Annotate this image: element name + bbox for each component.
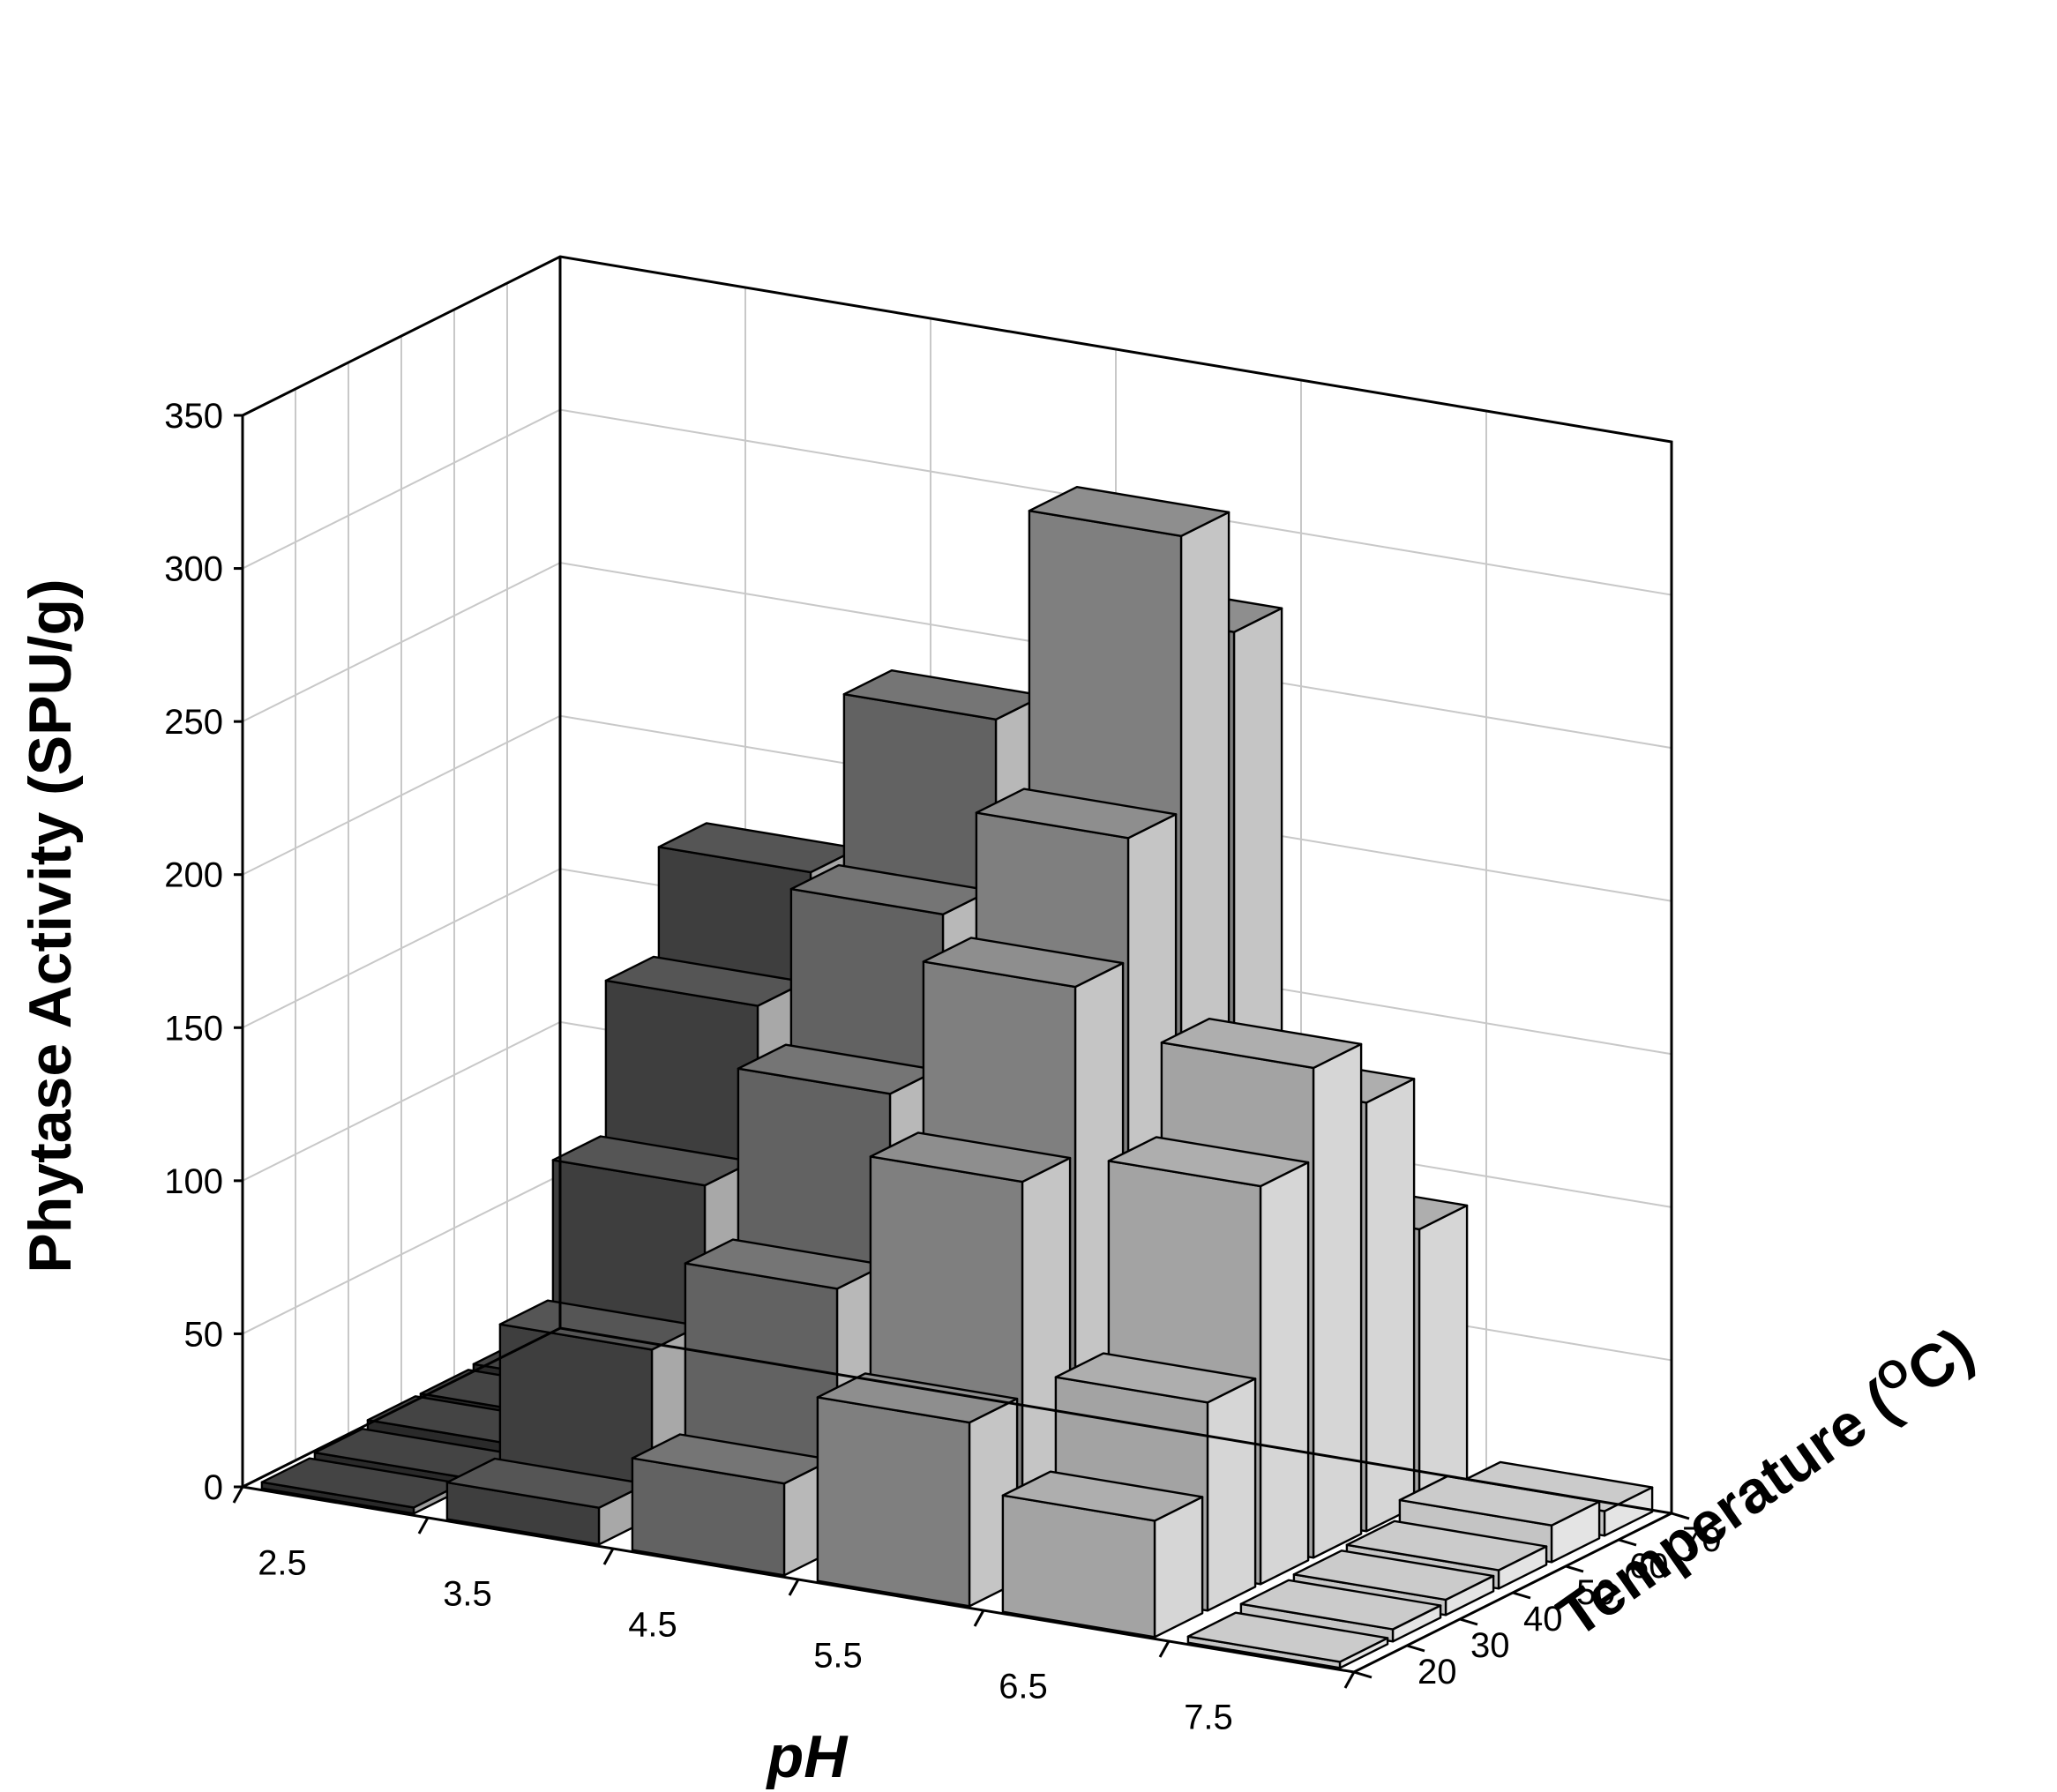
bar-top-face [975, 788, 1178, 840]
x-axis-tick [417, 1517, 430, 1534]
y-axis-tick-label: 70 [1682, 1520, 1722, 1559]
bar-top-face [1107, 1136, 1310, 1188]
x-axis-tick [1343, 1671, 1356, 1689]
x-axis-tick [1158, 1640, 1171, 1658]
y-axis-tick [1671, 1512, 1690, 1520]
bar-top-face [1028, 486, 1230, 537]
y-axis-tick-label: 60 [1629, 1547, 1669, 1586]
y-axis-tick-label: 30 [1470, 1626, 1510, 1665]
x-axis-tick [788, 1579, 800, 1596]
y-axis-tick [1353, 1670, 1373, 1679]
y-axis-tick [1406, 1644, 1425, 1653]
y-axis-tick [1512, 1591, 1531, 1600]
x-axis-tick-label: 5.5 [813, 1637, 863, 1676]
bars-layer [260, 486, 1654, 1669]
x-axis-tick-label: 2.5 [258, 1544, 307, 1583]
z-axis-tick-label: 350 [164, 397, 223, 436]
z-axis-tick-label: 150 [164, 1009, 223, 1048]
bar-top-face [816, 1372, 1019, 1424]
y-axis-tick [1565, 1564, 1584, 1573]
bar-ph-7.5-t-20 [1186, 1611, 1389, 1669]
bar-front-face [816, 1396, 971, 1608]
floor-back-edges [242, 1326, 1672, 1515]
z-axis-tick-label: 100 [164, 1162, 223, 1201]
bar-top-face [869, 1131, 1072, 1183]
bar-top-face [1292, 1549, 1495, 1602]
z-axis-tick-label: 50 [184, 1315, 224, 1354]
x-axis-tick-label: 4.5 [628, 1606, 677, 1645]
bar-top-face [1001, 1470, 1204, 1522]
x-axis-tick [602, 1548, 615, 1565]
axes-layer: 0 50 100 150 200 250 300 350 2.5 3.5 4.5 5.5 6.5 7.5 2… [164, 255, 1722, 1737]
x-axis-tick-label: 6.5 [999, 1668, 1048, 1706]
bar-top-face [1186, 1611, 1389, 1663]
bar-ph-4.5-t-20 [631, 1433, 834, 1577]
bar-top-face [1239, 1579, 1442, 1631]
y-axis-tick-label: 50 [1576, 1573, 1616, 1612]
z-axis-tick-label: 200 [164, 856, 223, 895]
y-axis-tick [1459, 1617, 1478, 1626]
x-axis-tick-label: 3.5 [443, 1575, 492, 1614]
bar-top-face [1345, 1519, 1548, 1572]
bar-ph-6.5-t-20 [1001, 1470, 1204, 1639]
bar-top-face [1160, 1017, 1363, 1070]
bar-side-face [1206, 1378, 1257, 1612]
x-axis-title: pH [766, 1723, 849, 1790]
y-axis-tick [1618, 1538, 1637, 1547]
z-axis-title: Phytase Activity (SPU/g) [17, 579, 84, 1273]
bar-side-face [1312, 1042, 1363, 1559]
bar-top-face [1054, 1352, 1257, 1404]
bar-top-face [922, 937, 1125, 989]
bar-side-face [1259, 1161, 1310, 1586]
bar-side-face [1417, 1204, 1469, 1506]
bar-ph-5.5-t-20 [816, 1372, 1019, 1608]
z-axis-tick-label: 250 [164, 703, 223, 742]
x-axis-tick [973, 1609, 985, 1627]
x-axis-tick-label: 7.5 [1184, 1699, 1233, 1737]
y-axis-tick-label: 20 [1417, 1653, 1457, 1691]
z-axis-tick-label: 300 [164, 550, 223, 589]
y-axis-title-end: C) [1895, 1315, 1985, 1406]
x-axis-tick [232, 1486, 244, 1504]
z-axis-tick-label: 0 [204, 1468, 223, 1507]
y-axis-tick-label: 40 [1523, 1600, 1563, 1639]
